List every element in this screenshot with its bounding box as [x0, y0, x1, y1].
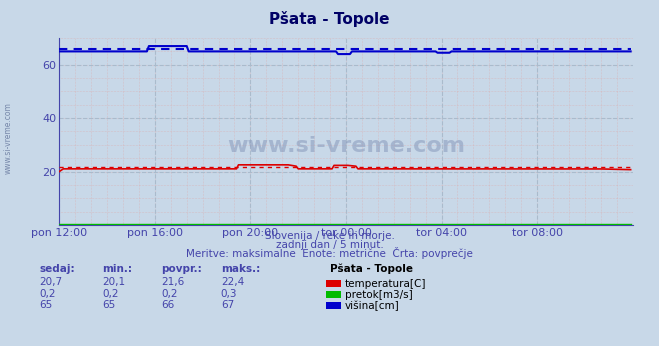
Text: 20,1: 20,1 — [102, 277, 125, 288]
Text: Pšata - Topole: Pšata - Topole — [270, 11, 389, 27]
Text: 0,2: 0,2 — [161, 289, 178, 299]
Text: 22,4: 22,4 — [221, 277, 244, 288]
Text: 0,3: 0,3 — [221, 289, 237, 299]
Text: 20,7: 20,7 — [40, 277, 63, 288]
Text: www.si-vreme.com: www.si-vreme.com — [227, 136, 465, 156]
Text: www.si-vreme.com: www.si-vreme.com — [3, 102, 13, 174]
Text: 67: 67 — [221, 300, 234, 310]
Text: 21,6: 21,6 — [161, 277, 185, 288]
Text: temperatura[C]: temperatura[C] — [345, 279, 426, 289]
Text: min.:: min.: — [102, 264, 132, 274]
Text: 65: 65 — [40, 300, 53, 310]
Text: 0,2: 0,2 — [102, 289, 119, 299]
Text: višina[cm]: višina[cm] — [345, 301, 399, 311]
Text: 0,2: 0,2 — [40, 289, 56, 299]
Text: Pšata - Topole: Pšata - Topole — [330, 263, 413, 274]
Text: maks.:: maks.: — [221, 264, 260, 274]
Text: Meritve: maksimalne  Enote: metrične  Črta: povprečje: Meritve: maksimalne Enote: metrične Črta… — [186, 247, 473, 260]
Text: pretok[m3/s]: pretok[m3/s] — [345, 290, 413, 300]
Text: Slovenija / reke in morje.: Slovenija / reke in morje. — [264, 231, 395, 241]
Text: povpr.:: povpr.: — [161, 264, 202, 274]
Text: zadnji dan / 5 minut.: zadnji dan / 5 minut. — [275, 240, 384, 250]
Text: 66: 66 — [161, 300, 175, 310]
Text: 65: 65 — [102, 300, 115, 310]
Text: sedaj:: sedaj: — [40, 264, 75, 274]
